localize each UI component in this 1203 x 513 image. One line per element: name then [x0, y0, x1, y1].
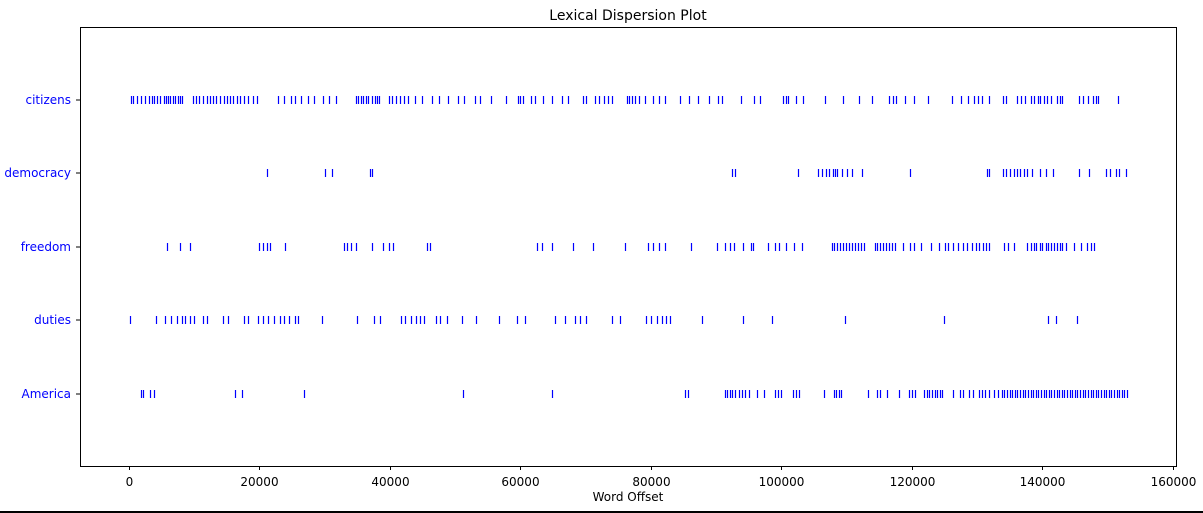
chart-title: Lexical Dispersion Plot	[549, 8, 707, 24]
y-label-democracy: democracy	[4, 166, 71, 180]
marks-layer	[129, 96, 1129, 398]
y-label-citizens: citizens	[25, 93, 71, 107]
x-tick-label: 140000	[1020, 475, 1066, 489]
y-axis-labels: citizens democracy freedom duties America	[4, 93, 80, 401]
bottom-rule	[0, 511, 1203, 513]
y-label-freedom: freedom	[21, 240, 71, 254]
plot-frame	[80, 27, 1177, 467]
x-axis-ticks: 0 20000 40000 60000 80000 100000 120000 140000 1…	[126, 466, 1197, 489]
x-tick-label: 60000	[501, 475, 539, 489]
x-tick-label: 100000	[759, 475, 805, 489]
y-label-duties: duties	[34, 313, 71, 327]
x-tick-label: 80000	[632, 475, 670, 489]
x-tick-label: 120000	[890, 475, 936, 489]
x-tick-label: 160000	[1151, 475, 1197, 489]
x-axis-label: Word Offset	[593, 490, 664, 504]
x-tick-label: 0	[126, 475, 134, 489]
x-tick-label: 40000	[371, 475, 409, 489]
x-tick-label: 20000	[240, 475, 278, 489]
y-label-america: America	[22, 387, 72, 401]
